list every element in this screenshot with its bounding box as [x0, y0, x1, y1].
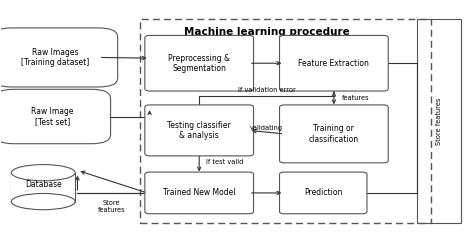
FancyBboxPatch shape [280, 35, 388, 91]
FancyBboxPatch shape [145, 172, 254, 214]
FancyBboxPatch shape [280, 105, 388, 163]
Text: validating: validating [250, 125, 283, 131]
Text: Trained New Model: Trained New Model [163, 188, 236, 197]
Text: Testing classifier
& analysis: Testing classifier & analysis [167, 121, 231, 140]
Text: Machine learning procedure: Machine learning procedure [183, 27, 349, 37]
FancyBboxPatch shape [0, 89, 110, 144]
Text: Training or
classification: Training or classification [309, 124, 359, 144]
Ellipse shape [11, 193, 75, 210]
Text: Feature Extraction: Feature Extraction [299, 59, 369, 68]
FancyBboxPatch shape [145, 35, 254, 91]
FancyBboxPatch shape [0, 28, 118, 87]
FancyBboxPatch shape [145, 105, 254, 156]
Text: Preprocessing &
Segmentation: Preprocessing & Segmentation [168, 54, 230, 73]
Text: Store features: Store features [436, 97, 442, 145]
Text: Store
features: Store features [98, 200, 126, 213]
Polygon shape [11, 173, 75, 202]
Ellipse shape [11, 164, 75, 181]
FancyBboxPatch shape [280, 172, 367, 214]
Text: Prediction: Prediction [304, 188, 342, 197]
Text: Raw Images
[Training dataset]: Raw Images [Training dataset] [21, 48, 89, 67]
Text: If test valid: If test valid [207, 159, 244, 165]
Text: If validation error: If validation error [237, 87, 295, 93]
Text: Database: Database [25, 180, 62, 189]
Text: Raw Image
[Test set]: Raw Image [Test set] [31, 107, 74, 126]
Text: features: features [341, 95, 369, 101]
